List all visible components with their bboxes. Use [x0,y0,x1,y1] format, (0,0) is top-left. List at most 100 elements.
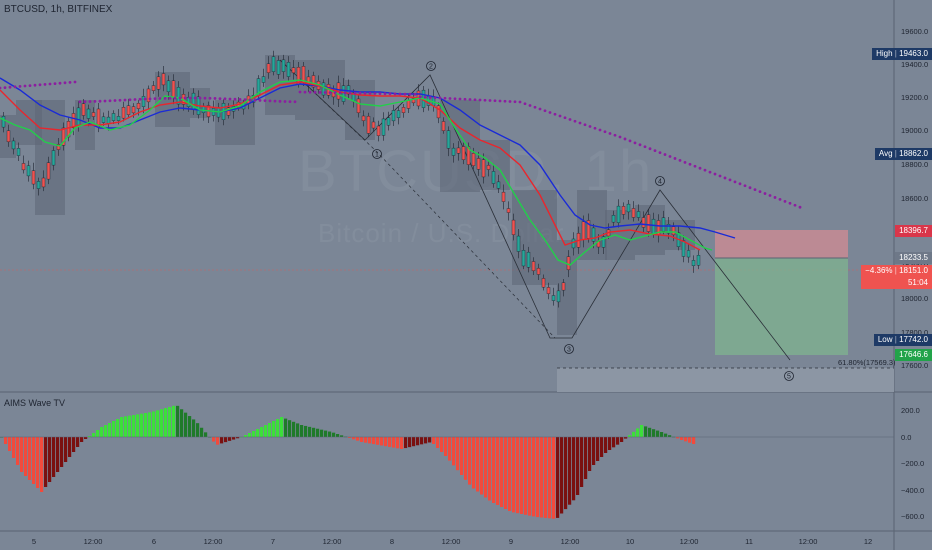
candle-body [261,76,266,83]
ma-dotted-point [548,111,552,114]
candle-body [571,238,576,249]
candle-body [406,100,411,109]
histogram-bar [268,423,272,437]
ma-dotted-point [193,96,197,100]
histogram-bar [336,434,340,437]
histogram-bar [644,426,648,437]
candle-body [26,165,31,177]
ma-dotted-point [128,98,132,102]
histogram-bar [164,408,168,437]
ma-dotted-point [448,97,452,100]
ma-dotted-point [653,149,657,153]
histogram-bar [472,437,476,489]
histogram-bar [616,437,620,445]
histogram-bar [656,430,660,437]
ma-dotted-point [563,116,567,120]
histogram-bar [440,437,444,452]
range-box [557,240,577,335]
ma-dotted-point [443,96,447,100]
ma-dotted-point [368,92,372,95]
ma-dotted-point [628,139,632,143]
histogram-bar [204,432,208,437]
histogram-bar [196,423,200,437]
ma-dotted-point [123,98,127,102]
price-tick-label: 17600.0 [901,361,928,370]
histogram-bar [364,437,368,443]
candle-body [376,125,381,136]
ma-dotted-point [313,90,317,94]
candle-body [11,140,16,150]
histogram-bar [120,417,124,437]
time-tick-label: 8 [390,537,394,546]
histogram-bar [244,435,248,437]
candle-body [31,170,36,185]
stop-zone [715,230,848,258]
ma-dotted-point [38,83,42,87]
candle-body [496,181,501,189]
histogram-bar [612,437,616,448]
histogram-bar [420,437,424,445]
candle-body [476,158,481,170]
ma-dotted-point [168,96,172,100]
ma-dotted-point [643,145,647,149]
candle-body [51,150,56,166]
symbol-title: BTCUSD, 1h, BITFINEX [4,4,113,15]
histogram-bar [92,433,96,437]
price-axis[interactable]: 19600.0 19400.0 19200.0 19000.0 18800.0 18600… [901,27,928,370]
histogram-bar [620,437,624,442]
ma-dotted-point [288,100,292,104]
ma-dotted-point [568,118,572,121]
candle-body [86,108,91,119]
ma-dotted-point [8,85,12,89]
histogram-bar [160,409,164,437]
histogram-bar [300,425,304,437]
ma-dotted-point [178,96,182,100]
fib-zone [557,368,894,392]
histogram-bar [28,437,32,480]
candle-body [146,88,151,103]
ma-dotted-point [158,97,162,100]
ma-dotted-point [328,91,332,94]
histogram-bar [296,423,300,437]
ma-dotted-point [603,130,607,134]
ma-dotted-point [408,92,412,96]
ma-dotted-point [513,100,517,104]
ma-dotted-point [93,99,97,103]
wave-label: 2 [429,64,433,71]
indicator-axis[interactable]: 200.0 0.0 −200.0 −400.0 −600.0 [901,406,924,521]
histogram-bar [444,437,448,456]
candle-body [581,221,586,240]
histogram-bar [648,427,652,437]
histogram-bar [548,437,552,519]
ma-dotted-point [793,203,797,207]
time-tick-label: 12:00 [204,537,223,546]
ma-dotted-point [268,99,272,103]
candle-body [401,107,406,113]
ma-dotted-point [768,194,772,197]
histogram-bar [624,437,628,439]
ma-dotted-point [498,99,502,103]
ma-dotted-point [378,92,382,95]
histogram-bar [600,437,604,457]
candle-body [61,127,66,146]
ma-dotted-point [208,96,212,100]
candle-body [91,112,96,117]
candle-body [471,153,476,166]
candle-body [6,130,11,143]
ma-dotted-point [623,137,627,141]
indicator-tick-label: −600.0 [901,512,924,521]
ma-dotted-point [358,91,362,95]
ma-dotted-point [148,97,152,101]
histogram-bar [452,437,456,466]
wave-marker [655,176,665,186]
ma-dotted-point [663,153,667,156]
histogram-bar [400,437,404,449]
ma-dotted-point [758,190,762,194]
histogram-bar [116,419,120,437]
candle-body [266,63,271,73]
ma-dotted-point [693,164,697,168]
price-tick-label: 18600.0 [901,194,928,203]
time-axis[interactable]: 5 12:00 6 12:00 7 12:00 8 12:00 9 12:00 10 12:00 11 1… [32,537,872,546]
ma-dotted-point [743,184,747,188]
